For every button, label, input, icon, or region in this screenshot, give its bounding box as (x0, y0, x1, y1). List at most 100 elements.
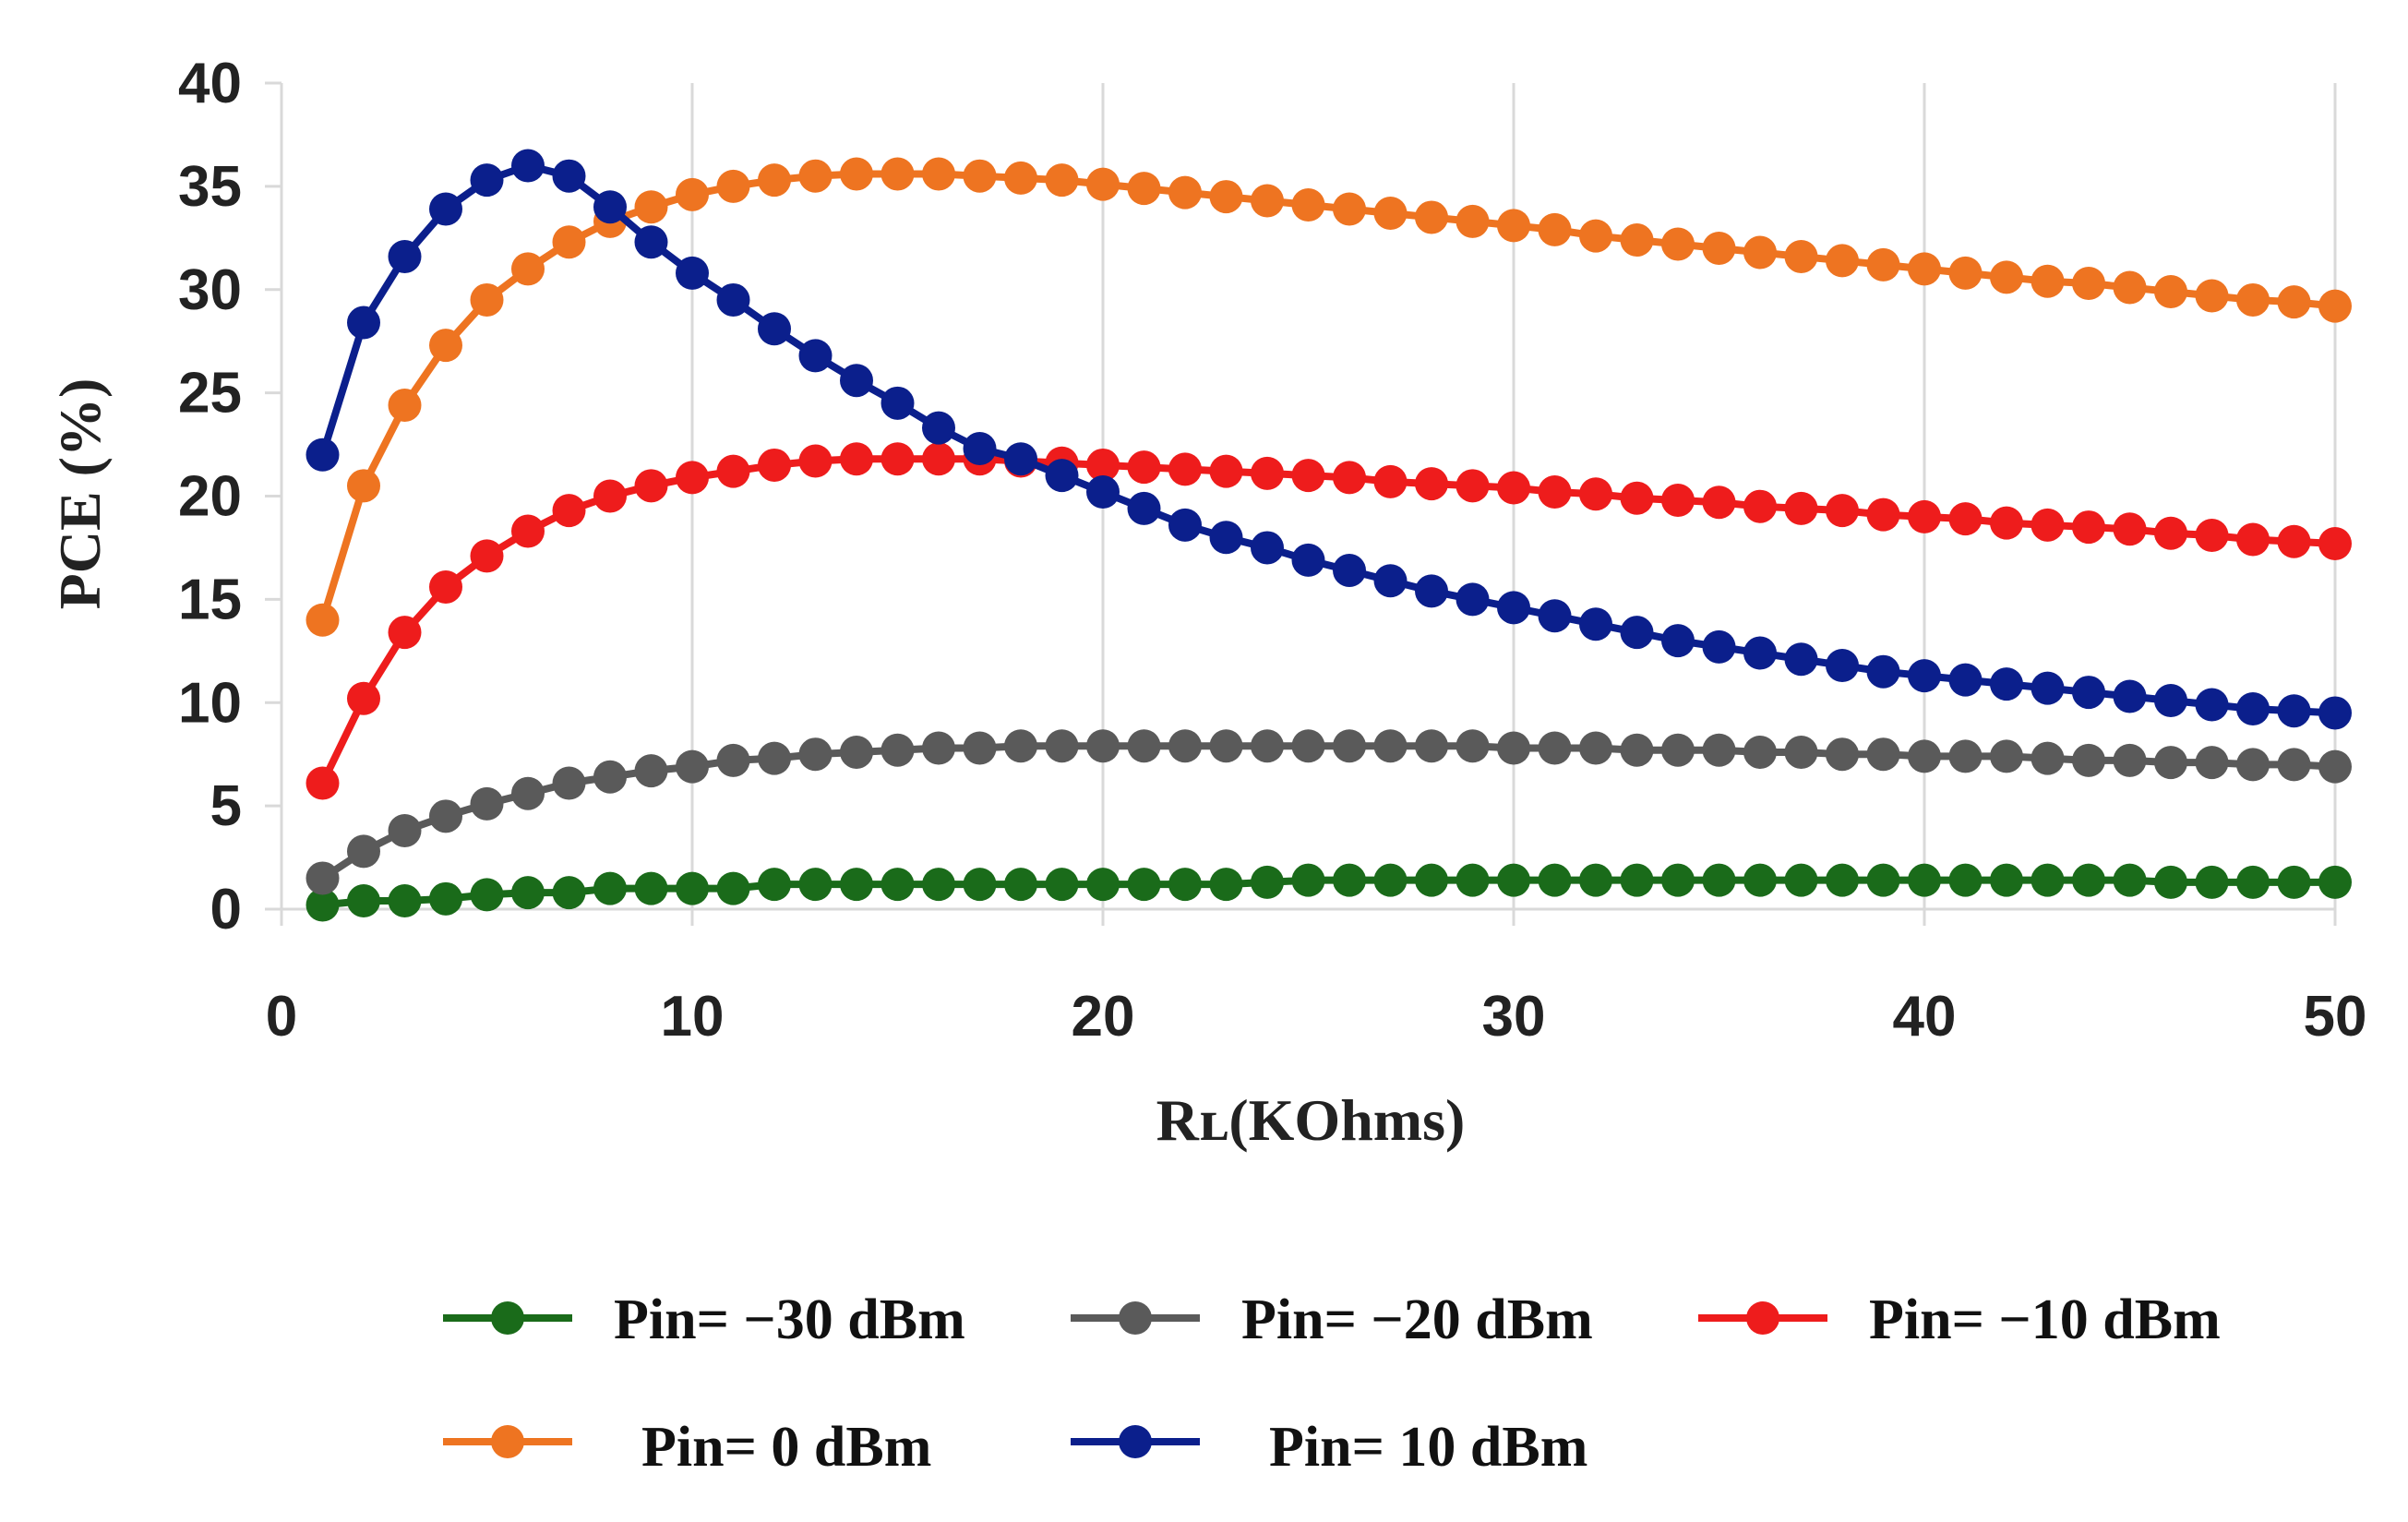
data-point (798, 868, 833, 902)
data-point (758, 448, 791, 482)
data-point (1908, 659, 1941, 693)
series-layer (305, 149, 2352, 922)
data-point (1538, 599, 1572, 633)
data-point (840, 868, 873, 902)
data-point (2154, 684, 2187, 718)
data-point (1538, 863, 1572, 897)
data-point (1168, 508, 1202, 542)
data-point (963, 731, 997, 765)
data-point (1948, 739, 1983, 773)
data-point (840, 735, 873, 769)
data-point (2154, 746, 2187, 780)
data-point (2277, 694, 2311, 728)
data-point (840, 442, 873, 476)
data-point (305, 861, 340, 895)
data-point (552, 766, 586, 800)
data-point (1661, 863, 1695, 897)
data-point (1168, 175, 1202, 210)
data-point (470, 539, 504, 573)
data-point (634, 225, 668, 259)
data-point (1784, 642, 1818, 677)
data-point (1456, 204, 1490, 238)
data-point (2318, 696, 2352, 730)
data-point (2318, 865, 2352, 899)
data-point (1373, 464, 1408, 498)
data-point (2113, 863, 2147, 897)
data-point (1784, 239, 1818, 273)
data-point (1743, 636, 1777, 670)
data-point (1866, 863, 1900, 897)
x-tick-label: 0 (266, 985, 297, 1049)
data-point (1415, 467, 1448, 501)
data-point (1702, 485, 1736, 520)
y-tick-label: 15 (178, 568, 242, 631)
data-point (1333, 729, 1366, 763)
data-point (758, 163, 791, 198)
data-point (881, 868, 915, 902)
data-point (1620, 616, 1654, 650)
legend-item-3: Pin= −10 dBm (1698, 1288, 2221, 1351)
legend-item-5: Pin= 10 dBm (1071, 1416, 1587, 1479)
data-point (798, 339, 833, 373)
data-point (1456, 582, 1490, 617)
x-tick-label: 10 (661, 985, 725, 1049)
data-point (2031, 863, 2065, 897)
data-point (1373, 564, 1408, 598)
legend: Pin= −30 dBm Pin= −20 dBm Pin= −10 dBm Pin=… (443, 1288, 2221, 1479)
data-point (1948, 663, 1983, 697)
data-point (470, 282, 504, 317)
data-point (1209, 454, 1243, 488)
data-point (1415, 729, 1448, 763)
data-point (2154, 516, 2187, 550)
data-point (305, 888, 340, 922)
data-point (1908, 739, 1941, 773)
data-point (758, 312, 791, 346)
data-point (1086, 868, 1120, 902)
data-point (1497, 471, 1530, 505)
data-point (798, 444, 833, 478)
data-point (2318, 749, 2352, 784)
data-point (2277, 865, 2311, 899)
data-point (1086, 475, 1120, 509)
data-point (1086, 167, 1120, 201)
data-point (1866, 497, 1900, 532)
data-point (1086, 448, 1120, 482)
data-point (758, 741, 791, 775)
y-tick-label: 25 (178, 362, 242, 425)
data-point (2236, 282, 2270, 317)
data-point (1004, 161, 1037, 195)
data-point (593, 760, 627, 794)
data-point (1497, 731, 1530, 765)
x-axis-title: Rʟ(KOhms) (1156, 1087, 1466, 1153)
data-point (1127, 491, 1161, 525)
data-point (1291, 729, 1325, 763)
data-point (593, 871, 627, 905)
data-point (881, 733, 915, 767)
data-point (511, 876, 545, 910)
data-point (2236, 748, 2270, 782)
data-point (1620, 863, 1654, 897)
data-point (429, 329, 462, 363)
data-point (634, 754, 668, 788)
data-point (676, 461, 709, 495)
data-point (1661, 624, 1695, 658)
data-point (470, 786, 504, 821)
y-tick-label: 20 (178, 465, 242, 529)
data-point (1497, 209, 1530, 243)
data-point (1579, 477, 1612, 511)
data-point (2236, 691, 2270, 725)
data-point (1045, 868, 1079, 902)
y-tick-label: 30 (178, 258, 242, 322)
legend-marker (1119, 1301, 1152, 1335)
data-point (881, 386, 915, 420)
data-point (2113, 512, 2147, 546)
data-point (552, 876, 586, 910)
data-point (347, 469, 380, 503)
data-point (429, 192, 462, 226)
data-point (2031, 741, 2065, 775)
data-point (1291, 459, 1325, 493)
y-tick-label: 5 (210, 774, 242, 838)
data-point (1661, 733, 1695, 767)
data-point (388, 884, 422, 918)
data-point (1908, 499, 1941, 533)
